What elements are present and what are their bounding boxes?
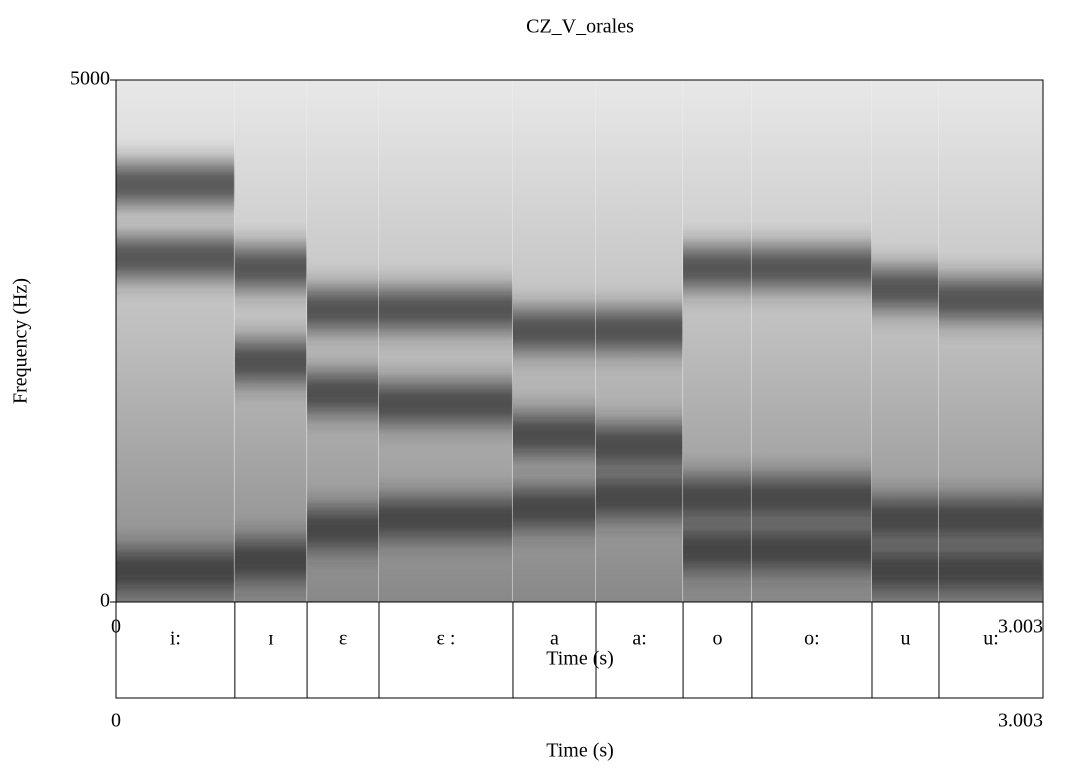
chart-title: CZ_V_orales <box>526 16 634 38</box>
segment-background <box>234 80 308 602</box>
formant-band <box>938 498 1043 539</box>
x-tick-label: 0 <box>111 616 121 638</box>
formant-band <box>307 508 380 549</box>
formant-band <box>683 477 752 518</box>
y-axis-label: Frequency (Hz) <box>10 278 32 404</box>
spectrogram <box>116 80 1043 602</box>
formant-band <box>379 498 513 539</box>
x-axis-label: Time (s) <box>546 648 614 670</box>
x-tick-label: 3.003 <box>998 710 1043 732</box>
formant-band <box>596 477 684 518</box>
formant-band <box>751 529 872 570</box>
formant-band <box>307 373 380 414</box>
segment-label: ɛ <box>339 628 347 650</box>
x-axis-label: Time (s) <box>546 740 614 762</box>
formant-band <box>596 310 684 351</box>
formant-band <box>234 247 308 288</box>
formant-band <box>512 488 597 529</box>
formant-band <box>307 289 380 330</box>
segment-label: ɛ : <box>437 628 456 650</box>
formant-band <box>512 414 597 455</box>
formant-band <box>751 247 872 288</box>
formant-band <box>751 477 872 518</box>
x-tick-label: 3.003 <box>998 616 1043 638</box>
segment-label: u: <box>983 628 999 650</box>
formant-band <box>234 341 308 382</box>
y-tick-label: 0 <box>100 590 110 612</box>
formant-band <box>938 550 1043 591</box>
formant-band <box>379 289 513 330</box>
formant-band <box>116 164 235 205</box>
formant-band <box>938 279 1043 320</box>
formant-band <box>683 247 752 288</box>
segment-label: a <box>550 628 559 650</box>
segment-label: o <box>712 628 722 650</box>
formant-band <box>116 550 235 591</box>
segment-label: ɪ <box>268 628 274 650</box>
segment-background <box>116 80 235 602</box>
segment-label: i: <box>170 628 181 650</box>
segment-label: u <box>900 628 910 650</box>
y-tick-label: 5000 <box>70 68 110 90</box>
segment-background <box>683 80 752 602</box>
x-tick-label: 0 <box>111 710 121 732</box>
formant-band <box>234 540 308 581</box>
formant-band <box>871 498 939 539</box>
formant-band <box>512 310 597 351</box>
plot-frame <box>115 79 1044 603</box>
formant-band <box>871 550 939 591</box>
segment-label: o: <box>804 628 820 650</box>
segment-label: a: <box>632 628 646 650</box>
formant-band <box>683 529 752 570</box>
formant-band <box>116 237 235 278</box>
segment-background <box>751 80 872 602</box>
formant-band <box>871 268 939 309</box>
formant-band <box>596 425 684 466</box>
formant-band <box>379 383 513 424</box>
